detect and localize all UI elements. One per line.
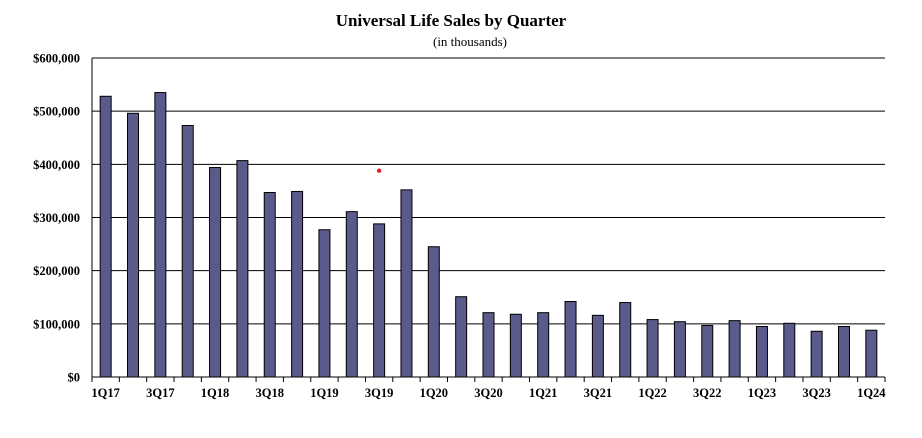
bar bbox=[728, 320, 741, 378]
y-tick-label: $400,000 bbox=[33, 158, 80, 172]
bar bbox=[591, 314, 604, 378]
y-tick-label: $100,000 bbox=[33, 317, 80, 331]
x-tick-label: 1Q18 bbox=[201, 386, 229, 400]
red-marker-point bbox=[376, 168, 382, 173]
bar bbox=[400, 189, 413, 378]
y-axis-ticks: $0 $100,000 $200,000 $300,000 $400,000 $500,0… bbox=[33, 52, 80, 385]
bar bbox=[373, 223, 386, 378]
bar bbox=[318, 229, 331, 378]
bar bbox=[509, 313, 522, 378]
bar bbox=[755, 325, 768, 378]
bar bbox=[564, 301, 577, 378]
bar bbox=[701, 324, 714, 378]
x-tick-label: 1Q20 bbox=[420, 386, 448, 400]
chart-subtitle: (in thousands) bbox=[433, 34, 507, 49]
bar bbox=[181, 125, 194, 378]
x-tick-label: 3Q21 bbox=[584, 386, 612, 400]
bar bbox=[673, 321, 686, 378]
x-tick-label: 1Q24 bbox=[857, 386, 886, 400]
y-tick-label: $500,000 bbox=[33, 105, 80, 119]
y-tick-label: $300,000 bbox=[33, 211, 80, 225]
x-tick-label: 3Q23 bbox=[802, 386, 830, 400]
bar bbox=[236, 160, 249, 378]
bar bbox=[263, 192, 276, 378]
x-tick-label: 3Q22 bbox=[693, 386, 721, 400]
bar bbox=[209, 167, 222, 378]
bar bbox=[99, 95, 112, 378]
annotation-markers bbox=[376, 168, 382, 173]
y-tick-label: $600,000 bbox=[33, 52, 80, 66]
bar bbox=[537, 312, 550, 378]
x-tick-label: 1Q22 bbox=[638, 386, 666, 400]
x-tick-label: 1Q19 bbox=[310, 386, 338, 400]
bar bbox=[455, 296, 468, 378]
x-axis-ticks: 1Q17 3Q17 1Q18 3Q18 1Q19 3Q19 1Q20 3Q20 1Q21 3Q21… bbox=[91, 377, 886, 400]
x-tick-label: 3Q20 bbox=[474, 386, 502, 400]
bar bbox=[646, 319, 659, 378]
bar bbox=[482, 312, 495, 378]
x-tick-label: 3Q18 bbox=[255, 386, 283, 400]
gridlines bbox=[91, 57, 885, 378]
x-tick-label: 3Q19 bbox=[365, 386, 393, 400]
bar bbox=[865, 329, 878, 378]
bar bbox=[783, 322, 796, 378]
chart-title: Universal Life Sales by Quarter bbox=[336, 11, 567, 30]
bar bbox=[837, 325, 850, 378]
bar bbox=[619, 302, 632, 378]
bar bbox=[127, 112, 140, 378]
x-tick-label: 1Q21 bbox=[529, 386, 557, 400]
bar bbox=[345, 211, 358, 378]
bar bbox=[427, 246, 440, 378]
bar bbox=[810, 330, 823, 378]
x-tick-label: 3Q17 bbox=[146, 386, 174, 400]
y-tick-label: $0 bbox=[68, 371, 81, 385]
bar bbox=[154, 92, 167, 378]
bars bbox=[99, 92, 878, 378]
bar bbox=[291, 190, 304, 378]
x-tick-label: 1Q23 bbox=[748, 386, 776, 400]
y-tick-label: $200,000 bbox=[33, 264, 80, 278]
x-tick-label: 1Q17 bbox=[91, 386, 119, 400]
